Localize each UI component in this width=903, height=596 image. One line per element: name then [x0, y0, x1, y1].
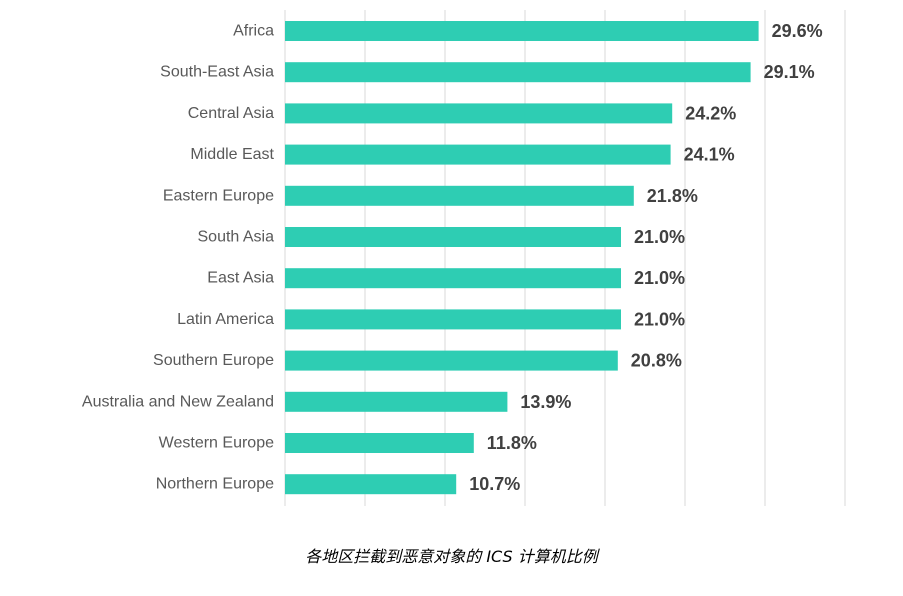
- category-label: East Asia: [207, 270, 274, 287]
- bar: [285, 474, 457, 495]
- category-label: South-East Asia: [160, 64, 274, 81]
- category-label: Latin America: [177, 311, 274, 328]
- chart-caption: 各地区拦截到恶意对象的 ICS 计算机比例: [305, 547, 598, 566]
- bar: [285, 309, 621, 330]
- category-labels: Africa South-East Asia Central Asia Middle …: [82, 23, 275, 493]
- value-labels: 29.6% 29.1% 24.2% 24.1% 21.8% 21.0% 21.0% 21.0%…: [469, 21, 822, 494]
- category-label: Africa: [233, 23, 274, 40]
- value-label: 10.7%: [469, 474, 520, 494]
- gridlines: [284, 10, 846, 506]
- value-label: 29.1%: [764, 62, 815, 82]
- bars: [285, 21, 759, 495]
- category-label: Central Asia: [188, 105, 274, 122]
- value-label: 24.1%: [684, 145, 735, 165]
- bar: [285, 391, 508, 412]
- value-label: 21.0%: [634, 227, 685, 247]
- category-label: Northern Europe: [156, 476, 274, 493]
- bar: [285, 185, 634, 206]
- value-label: 29.6%: [772, 21, 823, 41]
- category-label: Southern Europe: [153, 352, 274, 369]
- value-label: 21.0%: [634, 309, 685, 329]
- category-label: Middle East: [190, 146, 274, 163]
- category-label: South Asia: [198, 229, 275, 246]
- bar: [285, 227, 621, 247]
- value-label: 11.8%: [487, 433, 537, 453]
- bar: [285, 62, 751, 83]
- bar: [285, 350, 618, 371]
- bar: [285, 268, 621, 289]
- category-label: Australia and New Zealand: [82, 393, 274, 410]
- bar: [285, 21, 759, 41]
- value-label: 13.9%: [520, 392, 571, 412]
- value-label: 21.0%: [634, 268, 685, 288]
- value-label: 21.8%: [647, 186, 698, 206]
- bar: [285, 103, 673, 124]
- bar: [285, 433, 474, 453]
- category-label: Western Europe: [159, 435, 274, 452]
- value-label: 24.2%: [685, 103, 736, 123]
- category-label: Eastern Europe: [163, 187, 274, 204]
- value-label: 20.8%: [631, 351, 682, 371]
- bar: [285, 144, 671, 165]
